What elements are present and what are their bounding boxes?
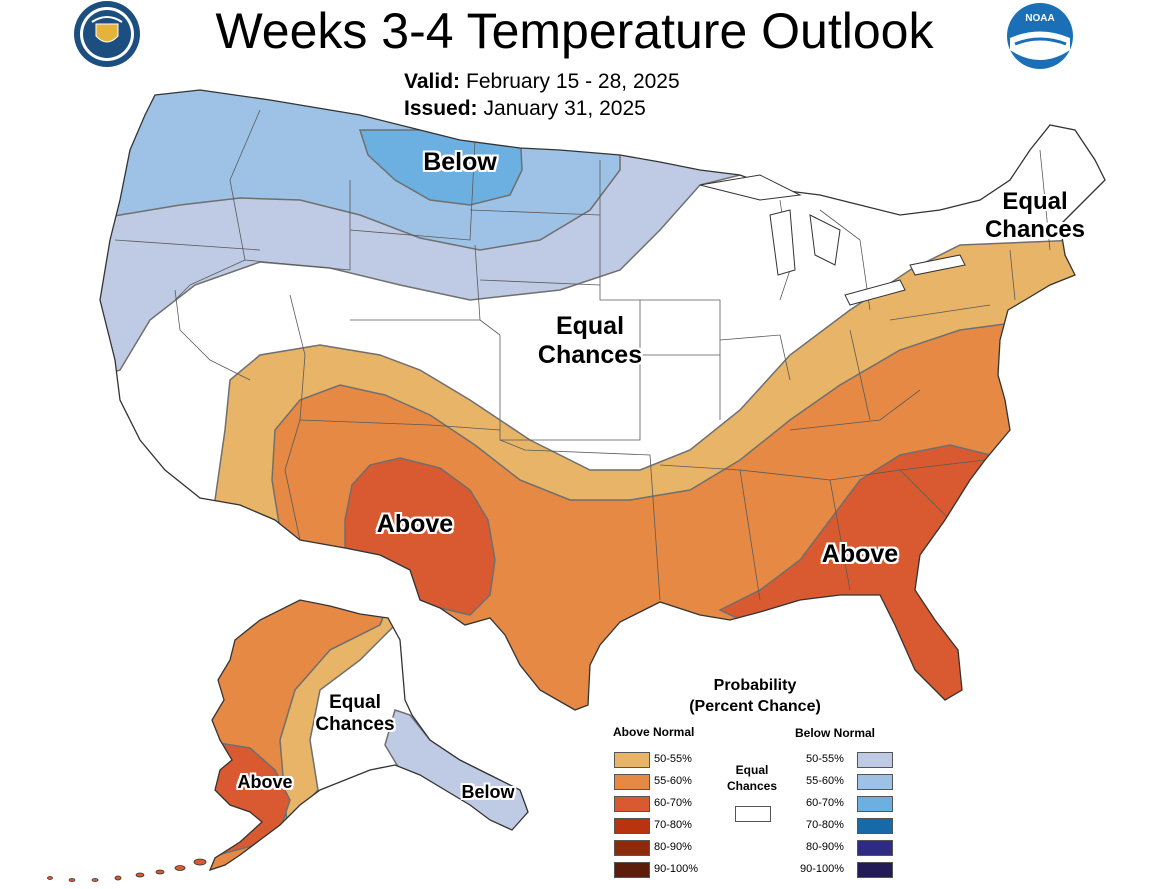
legend-equal-line1: Equal <box>735 763 769 777</box>
great-lakes <box>699 174 966 306</box>
legend-below-label-3: 60-70% <box>806 797 844 809</box>
label-equal-alaska: Equal Chances <box>305 692 405 736</box>
legend-below-header: Below Normal <box>795 726 876 740</box>
legend-above-swatch-3 <box>614 796 650 812</box>
page-title: Weeks 3-4 Temperature Outlook <box>215 3 934 59</box>
valid-label: Valid: <box>404 70 461 93</box>
legend-above-label-2: 55-60% <box>654 775 692 787</box>
legend-below-swatch-1 <box>857 752 893 768</box>
legend-equal-line2: Chances <box>726 779 778 794</box>
legend-below-label-4: 70-80% <box>806 819 844 831</box>
noaa-logo-text: NOAA <box>1025 13 1054 24</box>
label-above-southwest: Above <box>376 510 454 538</box>
legend-above-swatch-4 <box>614 818 650 834</box>
valid-date: Valid: February 15 - 28, 2025 <box>404 70 680 94</box>
label-equal-northeast-line1: Equal <box>1002 188 1068 215</box>
legend-above-swatch-5 <box>614 840 650 856</box>
commerce-seal-logo <box>74 1 140 67</box>
legend-below-swatch-6 <box>857 862 893 878</box>
label-equal-alaska-line2: Chances <box>315 713 395 735</box>
legend-above-label-6: 90-100% <box>654 863 699 875</box>
legend-above-label-3: 60-70% <box>654 797 692 809</box>
legend-below-label-2: 55-60% <box>806 775 844 787</box>
legend-above-label-5: 80-90% <box>654 841 692 853</box>
alaska-map <box>47 599 529 882</box>
legend-title-line2: (Percent Chance) <box>689 697 821 715</box>
label-equal-center-line1: Equal <box>555 312 625 340</box>
label-above-alaska: Above <box>237 772 293 792</box>
legend-above-header: Above Normal <box>613 725 695 739</box>
legend-below-swatch-2 <box>857 774 893 790</box>
legend-title-line1: Probability <box>713 677 797 694</box>
ak-below-50-55 <box>384 709 528 842</box>
label-equal-center: Equal Chances <box>520 312 660 370</box>
conus-map <box>99 89 1106 711</box>
legend-below-label-6: 90-100% <box>800 863 845 875</box>
issued-label: Issued: <box>404 97 478 120</box>
legend-below-swatch-5 <box>857 840 893 856</box>
label-equal-northeast-line2: Chances <box>984 215 1086 243</box>
issued-value: January 31, 2025 <box>483 97 646 120</box>
legend-equal-label: Equal Chances <box>716 762 788 794</box>
label-below-alaska: Below <box>461 782 515 802</box>
aleutian-islands <box>47 858 207 882</box>
legend-above-label-1: 50-55% <box>654 753 692 765</box>
issued-date: Issued: January 31, 2025 <box>404 97 646 121</box>
label-equal-alaska-line1: Equal <box>329 692 381 713</box>
legend-above-swatch-1 <box>614 752 650 768</box>
legend-below-label-5: 80-90% <box>806 841 844 853</box>
label-above-southeast: Above <box>821 540 899 568</box>
label-equal-northeast: Equal Chances <box>970 188 1100 243</box>
state-boundaries <box>114 109 1051 601</box>
label-equal-center-line2: Chances <box>537 340 643 369</box>
legend-title: Probability (Percent Chance) <box>650 676 860 718</box>
label-below-north: Below <box>423 148 497 176</box>
noaa-logo: NOAA <box>1007 3 1073 69</box>
legend-below-label-1: 50-55% <box>806 753 844 765</box>
legend-above-label-4: 70-80% <box>654 819 692 831</box>
legend-below-swatch-3 <box>857 796 893 812</box>
legend-above-swatch-2 <box>614 774 650 790</box>
valid-value: February 15 - 28, 2025 <box>466 70 680 93</box>
legend-below-swatch-4 <box>857 818 893 834</box>
legend-equal-swatch <box>735 806 771 822</box>
legend-above-swatch-6 <box>614 862 650 878</box>
